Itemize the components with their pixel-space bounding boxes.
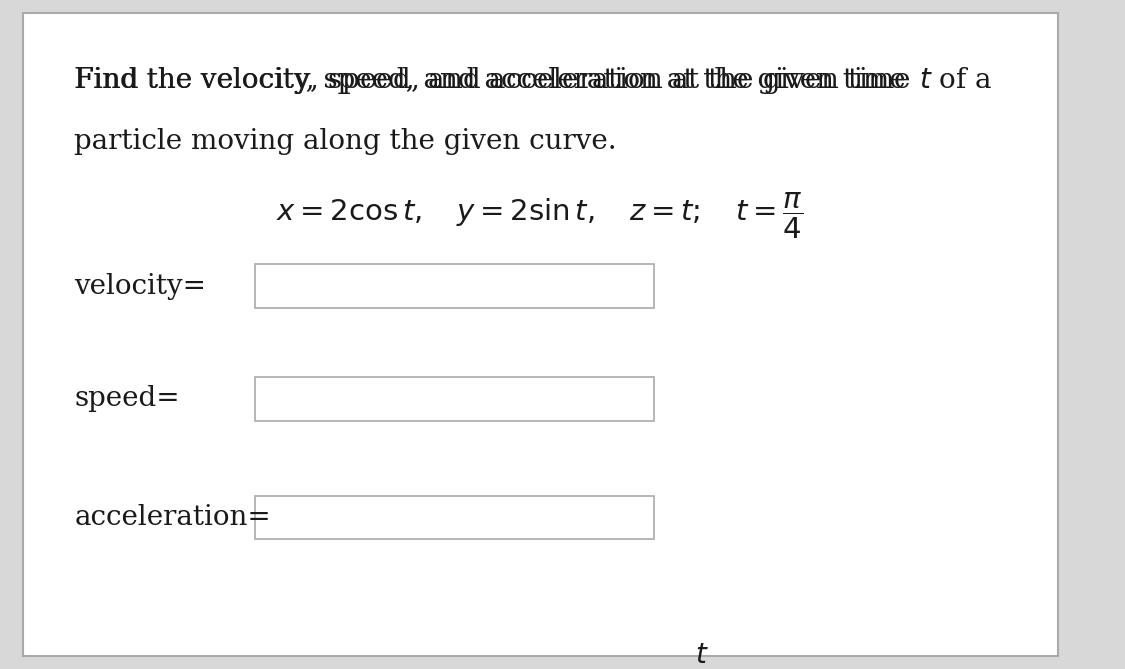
Text: Find the velocity, speed, and acceleration at the given time $t$ of a: Find the velocity, speed, and accelerati…	[74, 66, 992, 96]
FancyBboxPatch shape	[255, 377, 654, 421]
Text: $x = 2\cos t, \quad y = 2\sin t, \quad z = t; \quad t = \dfrac{\pi}{4}$: $x = 2\cos t, \quad y = 2\sin t, \quad z…	[277, 191, 803, 241]
Text: speed=: speed=	[74, 385, 180, 412]
FancyBboxPatch shape	[255, 496, 654, 539]
Text: Find the velocity, speed, and acceleration at the given time: Find the velocity, speed, and accelerati…	[74, 68, 915, 94]
FancyBboxPatch shape	[255, 264, 654, 308]
Text: velocity=: velocity=	[74, 273, 206, 300]
Text: acceleration=: acceleration=	[74, 504, 271, 531]
Text: $t$: $t$	[695, 642, 709, 669]
Text: particle moving along the given curve.: particle moving along the given curve.	[74, 128, 616, 155]
